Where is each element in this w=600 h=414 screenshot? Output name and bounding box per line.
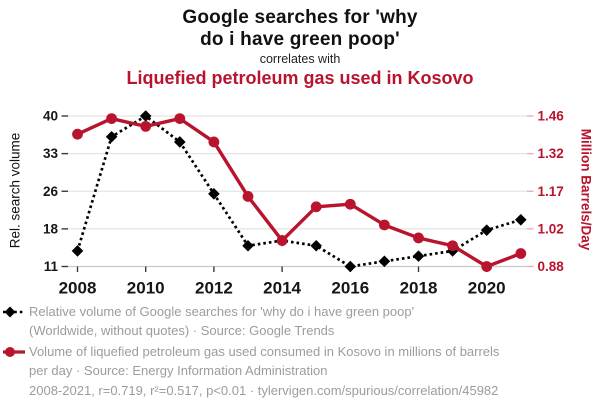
left-axis-tick-label: 26	[43, 184, 59, 199]
left-axis-title: Rel. search volume	[7, 132, 23, 249]
lpg-kosovo-marker	[515, 248, 527, 259]
right-axis-tick-label: 1.02	[538, 221, 564, 236]
legend-circle	[5, 347, 15, 357]
google-searches-marker	[344, 260, 357, 273]
legend-lpg-line2: per day · Source: Energy Information Adm…	[29, 362, 328, 378]
left-axis-tick-label: 40	[43, 109, 58, 124]
right-axis-tick-label: 0.88	[538, 259, 565, 274]
left-axis-tick-label: 11	[44, 259, 59, 274]
legend-searches-line1: Relative volume of Google searches for '…	[29, 304, 415, 319]
chart-title: Google searches for 'why do i have green…	[0, 7, 600, 51]
google-searches-line	[76, 114, 522, 268]
lpg-kosovo-marker	[174, 113, 186, 124]
legend-lpg-line1: Volume of liquefied petroleum gas used c…	[29, 344, 500, 359]
lpg-kosovo-line	[76, 116, 522, 269]
x-axis-tick-label: 2016	[331, 279, 369, 298]
lpg-kosovo-marker	[242, 191, 254, 202]
legend-item-lpg: Volume of liquefied petroleum gas used c…	[3, 343, 597, 380]
right-axis-tick-label: 1.17	[538, 184, 564, 199]
right-axis-tick-label: 1.46	[538, 109, 565, 124]
google-searches-marker	[105, 130, 118, 143]
left-axis-tick-label: 33	[43, 146, 59, 161]
x-axis-tick-label: 2012	[195, 279, 233, 298]
lpg-kosovo-marker	[481, 261, 493, 272]
google-searches-marker	[412, 250, 425, 262]
legend-diamond	[4, 306, 16, 318]
correlates-with-text: correlates with	[259, 52, 341, 66]
lpg-kosovo-marker	[344, 198, 356, 210]
x-axis-tick-label: 2014	[263, 279, 301, 298]
lpg-kosovo-marker	[413, 232, 424, 244]
google-searches-marker	[480, 224, 493, 236]
lpg-kosovo-marker	[379, 219, 390, 231]
legend-diamond-dashed-icon	[3, 306, 25, 318]
x-axis-tick-label: 2008	[59, 279, 97, 298]
google-searches-marker	[174, 136, 186, 148]
google-searches-marker	[310, 239, 322, 252]
x-axis-tick-label: 2020	[468, 279, 506, 298]
chart-title-line1: Google searches for 'why	[182, 7, 418, 28]
google-searches-marker	[242, 239, 254, 252]
lpg-kosovo-marker	[208, 136, 220, 148]
legend-searches-line2: (Worldwide, without quotes) · Source: Go…	[29, 322, 335, 338]
left-axis-tick-label: 18	[43, 221, 59, 236]
lpg-kosovo-marker	[140, 120, 152, 132]
lpg-kosovo-marker	[276, 235, 288, 246]
legend-item-searches: Relative volume of Google searches for '…	[3, 303, 597, 340]
lpg-kosovo-marker	[106, 113, 117, 124]
x-axis-tick-label: 2010	[127, 279, 165, 298]
google-searches-marker	[139, 110, 152, 122]
lpg-kosovo-marker	[447, 240, 458, 252]
google-searches-marker	[71, 245, 84, 257]
google-searches-marker	[208, 188, 220, 200]
google-searches-marker	[378, 255, 391, 268]
right-axis-title: Million Barrels/Day	[578, 128, 594, 251]
x-axis-tick-label: 2018	[400, 279, 438, 298]
right-axis-tick-label: 1.32	[538, 146, 564, 161]
chart-subtitle: Liquefied petroleum gas used in Kosovo	[126, 68, 474, 88]
google-searches-marker	[515, 213, 527, 226]
legend-circle-solid-icon	[3, 347, 25, 357]
lpg-kosovo-marker	[72, 128, 83, 140]
stats-footer: 2008-2021, r=0.719, r²=0.517, p<0.01 · t…	[29, 383, 499, 398]
chart-title-line2: do i have green poop'	[200, 29, 400, 50]
lpg-kosovo-marker	[310, 201, 322, 213]
